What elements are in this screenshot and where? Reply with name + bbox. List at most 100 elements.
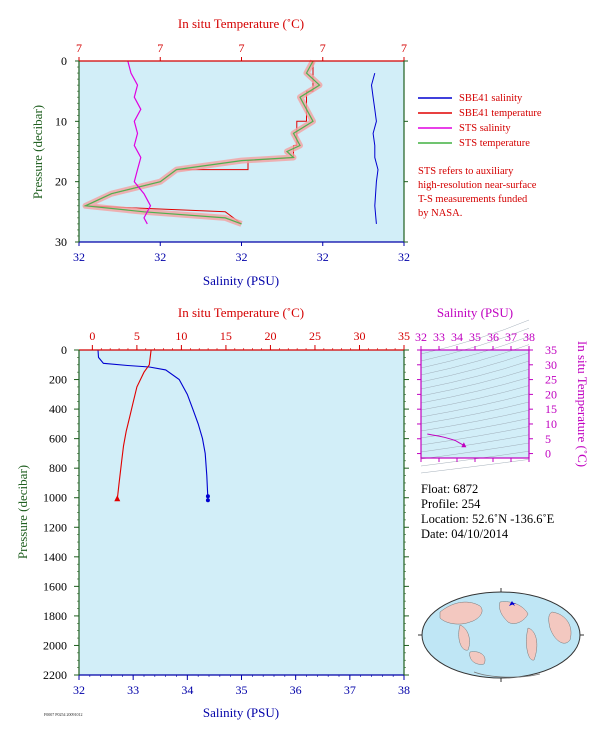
ts-density-contour xyxy=(420,459,530,474)
top-pressure-tick-label: 10 xyxy=(55,114,67,128)
legend-label-sbe41-salinity: SBE41 salinity xyxy=(459,93,523,104)
top-salinity-tick-label: 32 xyxy=(154,250,166,264)
series-temperature-profile xyxy=(116,349,152,500)
salinity-end-marker xyxy=(205,494,210,499)
ts-salinity-axis-title: Salinity (PSU) xyxy=(437,305,513,320)
top-salinity-tick-label: 32 xyxy=(398,250,410,264)
profile-temp-tick-label: 30 xyxy=(353,329,365,343)
top-pressure-tick-label: 30 xyxy=(55,235,67,249)
top-salinity-tick-label: 32 xyxy=(73,250,85,264)
profile-plot-background xyxy=(79,350,404,675)
ts-end-marker xyxy=(461,442,467,448)
top-pressure-tick-label: 20 xyxy=(55,175,67,189)
legend-label-sts-temperature: STS temperature xyxy=(459,138,530,149)
ts-series-group xyxy=(427,433,467,448)
ts-density-contour xyxy=(420,401,530,425)
sts-note-line-1: STS refers to auxiliary xyxy=(418,166,514,177)
sts-note-line-3: T-S measurements funded xyxy=(418,194,528,205)
sts-note-line-4: by NASA. xyxy=(418,208,462,219)
legend-label-sbe41-temperature: SBE41 temperature xyxy=(459,108,542,119)
float-info: Float: 6872 Profile: 254 Location: 52.6˚… xyxy=(421,482,555,541)
series-salinity-profile xyxy=(97,349,209,500)
ts-density-contour xyxy=(420,409,530,432)
top-panel: 7 7 7 7 7 32 32 32 32 32 0 10 20 30 In situ Temperatu… xyxy=(30,16,542,288)
world-map xyxy=(418,588,584,682)
ts-salinity-tick-label: 37 xyxy=(505,330,517,344)
profile-temp-tick-label: 10 xyxy=(175,329,187,343)
map-land-eurasia xyxy=(439,601,483,625)
ts-temp-axis-title: In situ Temperature (˚C) xyxy=(575,341,590,467)
series-ts-curve xyxy=(427,433,465,446)
profile-number: Profile: 254 xyxy=(421,497,481,511)
profile-pressure-tick-label: 1200 xyxy=(43,520,67,534)
ts-salinity-tick-label: 32 xyxy=(415,330,427,344)
ts-plot-background xyxy=(421,350,529,458)
profile-temp-axis-title: In situ Temperature (˚C) xyxy=(178,305,304,320)
profile-salinity-tick-label: 33 xyxy=(127,683,139,697)
profile-pressure-tick-label: 400 xyxy=(49,402,67,416)
ts-density-contour xyxy=(420,418,530,439)
profile-temp-tick-label: 20 xyxy=(264,329,276,343)
map-land-antarctica xyxy=(473,671,541,678)
profile-pressure-tick-label: 1000 xyxy=(43,491,67,505)
top-salinity-axis-title: Salinity (PSU) xyxy=(203,273,279,288)
ts-salinity-tick-label: 35 xyxy=(469,330,481,344)
ts-density-contour xyxy=(420,442,530,460)
legend-label-sts-salinity: STS salinity xyxy=(459,123,511,134)
ts-temp-tick-label: 5 xyxy=(545,432,551,446)
profile-pressure-tick-label: 200 xyxy=(49,373,67,387)
ts-density-contour xyxy=(420,377,530,404)
profile-salinity-tick-label: 37 xyxy=(344,683,356,697)
ts-density-contour xyxy=(420,319,530,355)
ts-density-contour xyxy=(420,426,530,446)
ts-salinity-tick-label: 34 xyxy=(451,330,463,344)
ts-density-contour xyxy=(420,360,530,390)
profile-ticks-group: 0 5 10 15 20 25 30 35 32 33 34 35 36 37 38 0 200 400 600 80… xyxy=(43,329,410,697)
ts-density-contour xyxy=(420,336,530,369)
top-temp-tick-label: 7 xyxy=(76,41,82,55)
ts-salinity-tick-label: 33 xyxy=(433,330,445,344)
profile-temp-tick-label: 15 xyxy=(220,329,232,343)
ts-temp-tick-label: 0 xyxy=(545,447,551,461)
ts-density-contour xyxy=(420,352,530,383)
ts-density-contour xyxy=(420,385,530,411)
map-land-africa-europe xyxy=(548,611,572,644)
top-pressure-tick-label: 0 xyxy=(61,54,67,68)
ts-temp-tick-label: 10 xyxy=(545,417,557,431)
map-land-north-america xyxy=(499,601,529,624)
series-sbe41-salinity xyxy=(370,72,379,224)
profile-salinity-tick-label: 35 xyxy=(236,683,248,697)
top-temp-tick-label: 7 xyxy=(239,41,245,55)
ts-temp-tick-label: 30 xyxy=(545,358,557,372)
float-position-star-icon xyxy=(509,601,516,606)
top-temp-tick-label: 7 xyxy=(157,41,163,55)
series-sts-salinity xyxy=(127,60,152,225)
top-temp-tick-label: 7 xyxy=(320,41,326,55)
ts-density-contour xyxy=(420,344,530,376)
profile-salinity-tick-label: 36 xyxy=(290,683,302,697)
map-land-australia xyxy=(469,651,486,665)
profile-pressure-tick-label: 0 xyxy=(61,343,67,357)
profile-salinity-tick-label: 34 xyxy=(181,683,193,697)
profile-pressure-axis-title: Pressure (decibar) xyxy=(15,465,30,559)
profile-series-group xyxy=(97,349,210,503)
ts-salinity-tick-label: 36 xyxy=(487,330,499,344)
profile-pressure-tick-label: 2200 xyxy=(43,668,67,682)
ts-density-contour xyxy=(420,327,530,362)
top-series-group xyxy=(82,59,379,227)
ts-temp-tick-label: 25 xyxy=(545,373,557,387)
float-location: Location: 52.6˚N -136.6˚E xyxy=(421,512,555,526)
ts-temp-tick-label: 35 xyxy=(545,343,557,357)
map-land-south-america xyxy=(526,627,538,661)
top-salinity-tick-label: 32 xyxy=(317,250,329,264)
salinity-end-marker xyxy=(205,498,210,503)
series-sts-temperature xyxy=(83,60,321,225)
profile-temp-tick-label: 25 xyxy=(309,329,321,343)
profile-salinity-tick-label: 38 xyxy=(398,683,410,697)
sts-note-line-2: high-resolution near-surface xyxy=(418,180,537,191)
profile-pressure-tick-label: 800 xyxy=(49,461,67,475)
profile-temp-tick-label: 0 xyxy=(89,329,95,343)
top-pressure-axis-title: Pressure (decibar) xyxy=(30,105,45,199)
